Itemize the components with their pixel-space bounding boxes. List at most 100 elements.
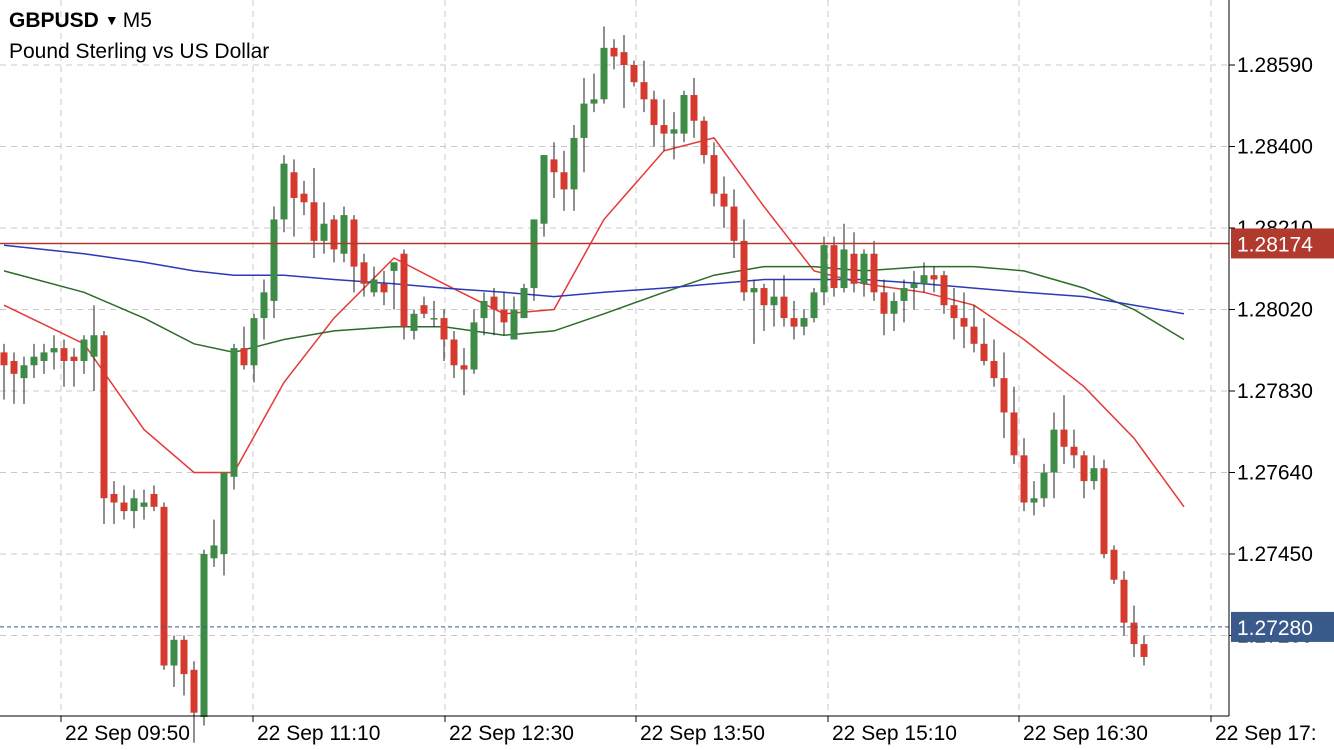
candle	[650, 90, 658, 147]
x-tick-label: 22 Sep 13:50	[640, 722, 765, 745]
candle	[90, 305, 98, 391]
y-tick-label: 1.27640	[1237, 462, 1313, 485]
candle	[150, 485, 158, 512]
candle-body	[30, 356, 38, 366]
caret-down-icon[interactable]: ▼	[104, 12, 119, 28]
candle	[480, 292, 488, 336]
candle	[440, 309, 448, 361]
candle	[370, 266, 378, 297]
candle	[40, 343, 48, 374]
candle-body	[50, 348, 58, 353]
chart-symbol-row[interactable]: GBPUSD ▼ M5	[9, 9, 152, 33]
symbol-label[interactable]: GBPUSD	[9, 9, 99, 32]
candle-body	[150, 493, 158, 507]
candle-body	[290, 172, 298, 198]
candle-body	[160, 506, 168, 666]
candle	[490, 288, 498, 336]
candle	[640, 60, 648, 113]
candle-body	[550, 159, 558, 173]
candle-body	[720, 193, 728, 207]
candle	[1000, 352, 1008, 439]
candle	[630, 60, 638, 87]
x-tick-label: 22 Sep 12:30	[449, 722, 574, 745]
candle	[780, 275, 788, 327]
candle	[940, 270, 948, 314]
candle	[100, 330, 108, 524]
candle-body	[980, 343, 988, 361]
candle	[910, 270, 918, 310]
candle	[790, 300, 798, 340]
candle-body	[450, 339, 458, 366]
candle-body	[460, 365, 468, 370]
candle	[380, 270, 388, 306]
candle	[880, 279, 888, 336]
candle-body	[600, 47, 608, 100]
candle-body	[60, 348, 68, 361]
candle	[1140, 635, 1148, 666]
candle-body	[420, 305, 428, 314]
candle	[830, 236, 838, 297]
candle-body	[1060, 429, 1068, 447]
candle	[1080, 451, 1088, 499]
candle	[840, 223, 848, 293]
candle	[80, 335, 88, 374]
candle-body	[410, 313, 418, 331]
candle	[1090, 455, 1098, 490]
candle-body	[960, 318, 968, 327]
candle	[700, 116, 708, 164]
y-tick-label: 1.28400	[1237, 136, 1313, 159]
candle	[920, 262, 928, 293]
candle-body	[920, 275, 928, 284]
candle	[230, 343, 238, 490]
candle	[310, 167, 318, 259]
timeframe-label[interactable]: M5	[122, 9, 152, 32]
candle-body	[1030, 498, 1038, 503]
candle-body	[820, 245, 828, 293]
candle-body	[640, 82, 648, 100]
candle-body	[670, 129, 678, 134]
candle-body	[520, 288, 528, 319]
candle	[860, 249, 868, 297]
x-tick-label: 22 Sep 16:30	[1023, 722, 1148, 745]
candle	[340, 206, 348, 263]
candle-body	[660, 125, 668, 134]
candle-body	[650, 99, 658, 126]
candle-body	[310, 202, 318, 241]
candle	[1130, 605, 1138, 657]
candle-body	[930, 275, 938, 280]
candle	[1010, 386, 1018, 464]
candle-body	[1090, 468, 1098, 482]
candle	[130, 489, 138, 529]
candle-body	[950, 305, 958, 319]
candle-body	[380, 283, 388, 293]
candle-body	[230, 348, 238, 477]
candle	[740, 219, 748, 301]
candle	[770, 279, 778, 327]
candle-body	[40, 352, 48, 361]
candle	[520, 283, 528, 319]
candle-body	[810, 292, 818, 319]
candle	[250, 313, 258, 383]
candle-body	[860, 253, 868, 284]
candle	[820, 236, 828, 306]
current-price-label: 1.27280	[1231, 611, 1334, 642]
candle-body	[190, 669, 198, 713]
candle	[140, 489, 148, 520]
candle	[470, 309, 478, 374]
candle	[1040, 463, 1048, 507]
candle	[0, 343, 8, 400]
candle	[590, 73, 598, 113]
candle	[710, 142, 718, 207]
candle-body	[90, 335, 98, 357]
candle	[980, 318, 988, 366]
candle	[300, 180, 308, 216]
candle-body	[0, 352, 8, 366]
candle	[970, 305, 978, 353]
candle-body	[210, 545, 218, 559]
candle-body	[400, 253, 408, 327]
candle	[260, 279, 268, 340]
candle-body	[490, 296, 498, 310]
grid	[0, 0, 1229, 716]
